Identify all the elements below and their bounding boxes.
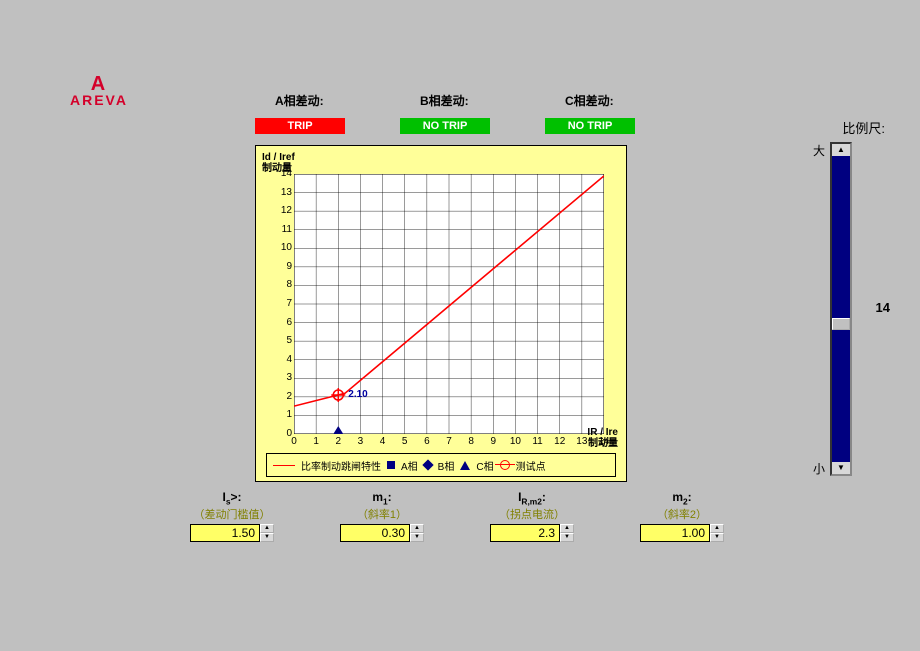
x-tick: 7 — [441, 436, 457, 447]
y-tick: 4 — [264, 354, 292, 365]
param-m1-input[interactable] — [340, 524, 410, 542]
x-tick: 4 — [375, 436, 391, 447]
param-m2-subtitle: （斜率2） — [640, 506, 724, 522]
param-m1-spinner[interactable]: ▲▼ — [410, 524, 424, 542]
x-tick: 14 — [596, 436, 612, 447]
x-tick: 12 — [552, 436, 568, 447]
y-tick: 13 — [264, 187, 292, 198]
y-tick: 10 — [264, 242, 292, 253]
legend-tp-label: 测试点 — [516, 458, 546, 473]
legend-line-icon — [273, 465, 295, 466]
y-tick: 6 — [264, 317, 292, 328]
param-is-subtitle: （差动门槛值） — [190, 506, 274, 522]
phase-a-status-badge: TRIP — [255, 118, 345, 134]
param-is: Is>: （差动门槛值） ▲▼ — [190, 490, 274, 542]
scale-slider-thumb[interactable] — [832, 318, 850, 330]
spin-down-icon[interactable]: ▼ — [410, 533, 424, 542]
diff-chart: Id / Iref 制动量 2.10 IR / Ire 制动量 比率制动跳闸特性… — [255, 145, 627, 482]
spin-up-icon[interactable]: ▲ — [410, 524, 424, 533]
param-irm2-subtitle: （拐点电流） — [490, 506, 574, 522]
param-irm2-spinner[interactable]: ▲▼ — [560, 524, 574, 542]
legend-triangle-icon — [460, 461, 470, 470]
scale-small-label: 小 — [813, 460, 825, 477]
x-tick: 0 — [286, 436, 302, 447]
x-tick: 13 — [574, 436, 590, 447]
phase-a-label: A相差动: — [275, 92, 324, 109]
legend-testpoint-icon — [500, 460, 510, 470]
scale-value: 14 — [876, 300, 890, 315]
scale-slider-up[interactable]: ▲ — [832, 144, 850, 156]
legend-square-icon — [387, 461, 395, 469]
param-m1: m1: （斜率1） ▲▼ — [340, 490, 424, 542]
x-tick: 11 — [530, 436, 546, 447]
y-tick: 8 — [264, 279, 292, 290]
chart-plot-area: 2.10 — [294, 174, 604, 434]
y-tick: 9 — [264, 261, 292, 272]
y-tick: 2 — [264, 391, 292, 402]
y-tick: 5 — [264, 335, 292, 346]
scale-slider[interactable]: ▲ ▼ — [830, 142, 852, 476]
y-tick: 14 — [264, 168, 292, 179]
scale-title: 比例尺: — [842, 118, 885, 137]
spin-down-icon[interactable]: ▼ — [560, 533, 574, 542]
param-is-input[interactable] — [190, 524, 260, 542]
param-irm2: IR,m2: （拐点电流） ▲▼ — [490, 490, 574, 542]
y-tick: 7 — [264, 298, 292, 309]
y-tick: 11 — [264, 224, 292, 235]
app-root: A AREVA A相差动: B相差动: C相差动: TRIP NO TRIP N… — [0, 0, 920, 651]
x-tick: 10 — [507, 436, 523, 447]
x-tick: 3 — [352, 436, 368, 447]
param-is-spinner[interactable]: ▲▼ — [260, 524, 274, 542]
spin-down-icon[interactable]: ▼ — [710, 533, 724, 542]
phase-c-status-badge: NO TRIP — [545, 118, 635, 134]
x-tick: 8 — [463, 436, 479, 447]
legend-diamond-icon — [422, 459, 433, 470]
param-irm2-input[interactable] — [490, 524, 560, 542]
param-m2: m2: （斜率2） ▲▼ — [640, 490, 724, 542]
y-tick: 12 — [264, 205, 292, 216]
spin-down-icon[interactable]: ▼ — [260, 533, 274, 542]
param-m2-title: m2: — [640, 490, 724, 506]
scale-slider-down[interactable]: ▼ — [832, 462, 850, 474]
param-is-title: Is>: — [190, 490, 274, 506]
y-tick: 3 — [264, 372, 292, 383]
brand-logo-icon: A — [70, 75, 128, 93]
legend-c-label: C相 — [476, 458, 493, 473]
chart-legend: 比率制动跳闸特性 A相 B相 C相 测试点 — [266, 453, 616, 477]
x-tick: 5 — [397, 436, 413, 447]
brand-logo-text: AREVA — [70, 93, 128, 108]
spin-up-icon[interactable]: ▲ — [710, 524, 724, 533]
phase-c-label: C相差动: — [565, 92, 614, 109]
x-tick: 9 — [485, 436, 501, 447]
x-tick: 2 — [330, 436, 346, 447]
spin-up-icon[interactable]: ▲ — [560, 524, 574, 533]
param-m2-input[interactable] — [640, 524, 710, 542]
phase-b-status-badge: NO TRIP — [400, 118, 490, 134]
phase-b-label: B相差动: — [420, 92, 469, 109]
param-m1-title: m1: — [340, 490, 424, 506]
test-point-label: 2.10 — [348, 389, 367, 400]
chart-ylabel-1: Id / Iref — [262, 152, 295, 163]
legend-b-label: B相 — [438, 458, 455, 473]
spin-up-icon[interactable]: ▲ — [260, 524, 274, 533]
scale-big-label: 大 — [813, 142, 825, 159]
param-m2-spinner[interactable]: ▲▼ — [710, 524, 724, 542]
legend-curve-label: 比率制动跳闸特性 — [301, 458, 381, 473]
brand-logo: A AREVA — [70, 75, 128, 108]
x-tick: 1 — [308, 436, 324, 447]
param-m1-subtitle: （斜率1） — [340, 506, 424, 522]
x-tick: 6 — [419, 436, 435, 447]
param-irm2-title: IR,m2: — [490, 490, 574, 506]
legend-a-label: A相 — [401, 458, 418, 473]
y-tick: 1 — [264, 409, 292, 420]
